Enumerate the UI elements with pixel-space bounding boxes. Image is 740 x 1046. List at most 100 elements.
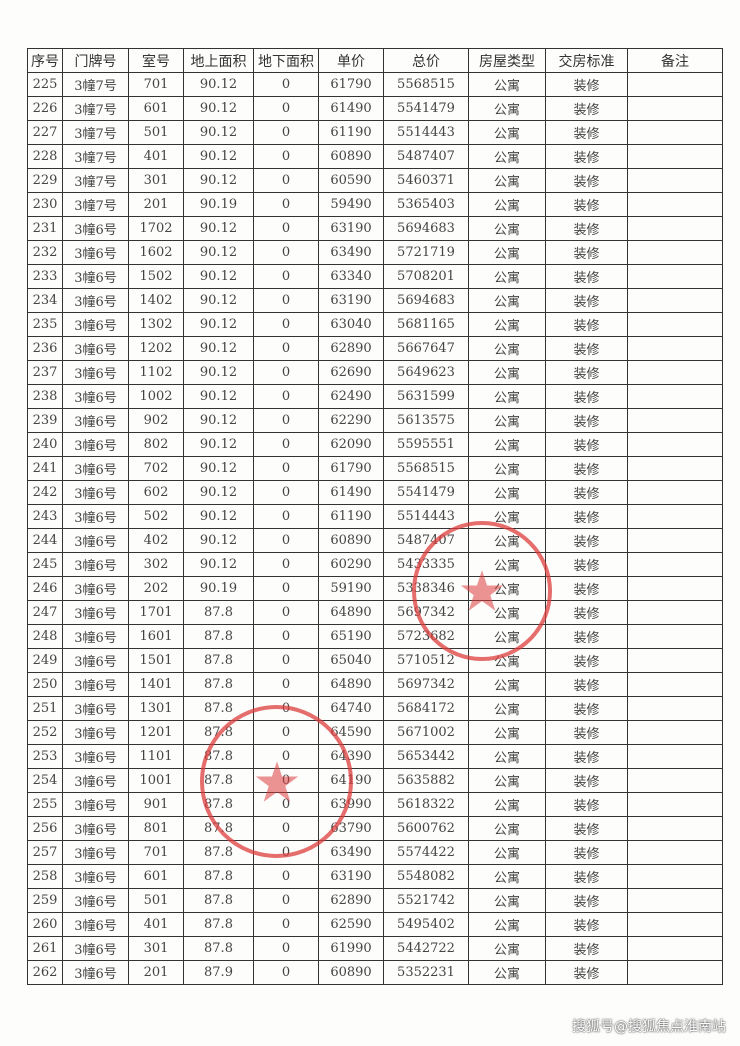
table-cell: 87.8 (183, 600, 254, 625)
table-cell: 5667647 (383, 336, 469, 361)
table-cell: 装修 (545, 144, 628, 169)
table-cell: 62590 (318, 912, 384, 937)
table-cell: 1502 (128, 264, 184, 289)
table-cell (627, 72, 723, 97)
table-cell: 装修 (545, 816, 628, 841)
table-cell (627, 480, 723, 505)
table-row: 225 3幢7号 701 90.12 0 61790 5568515 公寓 装修 (27, 72, 723, 97)
table-cell: 装修 (545, 840, 628, 865)
table-cell: 公寓 (468, 960, 546, 985)
table-cell: 装修 (545, 504, 628, 529)
table-cell: 250 (27, 672, 63, 697)
table-cell: 0 (253, 648, 319, 673)
table-cell: 装修 (545, 768, 628, 793)
table-cell: 63340 (318, 264, 384, 289)
table-cell: 63990 (318, 792, 384, 817)
table-cell: 258 (27, 864, 63, 889)
column-header: 备注 (627, 48, 723, 73)
table-cell: 257 (27, 840, 63, 865)
table-cell: 0 (253, 480, 319, 505)
table-cell: 5521742 (383, 888, 469, 913)
table-cell: 装修 (545, 648, 628, 673)
table-cell: 87.8 (183, 840, 254, 865)
column-header: 交房标准 (545, 48, 628, 73)
table-cell: 0 (253, 528, 319, 553)
table-cell: 3幢6号 (62, 552, 129, 577)
table-cell: 64740 (318, 696, 384, 721)
table-cell (627, 696, 723, 721)
table-cell: 3幢6号 (62, 456, 129, 481)
table-row: 226 3幢7号 601 90.12 0 61490 5541479 公寓 装修 (27, 96, 723, 121)
table-cell: 公寓 (468, 456, 546, 481)
table-row: 248 3幢6号 1601 87.8 0 65190 5723682 公寓 装修 (27, 624, 723, 649)
table-cell: 59190 (318, 576, 384, 601)
table-cell (627, 456, 723, 481)
table-cell: 3幢6号 (62, 384, 129, 409)
table-cell: 0 (253, 936, 319, 961)
table-cell: 244 (27, 528, 63, 553)
table-cell: 装修 (545, 312, 628, 337)
table-cell: 公寓 (468, 792, 546, 817)
table-row: 241 3幢6号 702 90.12 0 61790 5568515 公寓 装修 (27, 456, 723, 481)
table-row: 235 3幢6号 1302 90.12 0 63040 5681165 公寓 装修 (27, 312, 723, 337)
table-cell: 64590 (318, 720, 384, 745)
column-header: 门牌号 (62, 48, 129, 73)
table-cell: 87.9 (183, 960, 254, 985)
table-cell (627, 648, 723, 673)
table-cell: 601 (128, 96, 184, 121)
table-cell: 402 (128, 528, 184, 553)
table-cell: 3幢6号 (62, 936, 129, 961)
table-cell: 装修 (545, 288, 628, 313)
table-cell: 3幢6号 (62, 960, 129, 985)
table-cell (627, 384, 723, 409)
table-cell: 501 (128, 120, 184, 145)
table-cell: 5338346 (383, 576, 469, 601)
table-cell: 1702 (128, 216, 184, 241)
table-cell: 0 (253, 288, 319, 313)
table-cell: 201 (128, 192, 184, 217)
table-cell: 301 (128, 168, 184, 193)
table-row: 249 3幢6号 1501 87.8 0 65040 5710512 公寓 装修 (27, 648, 723, 673)
table-cell: 3幢7号 (62, 192, 129, 217)
table-cell: 90.12 (183, 288, 254, 313)
table-cell: 90.12 (183, 480, 254, 505)
table-cell: 5653442 (383, 744, 469, 769)
table-cell: 1202 (128, 336, 184, 361)
table-cell: 246 (27, 576, 63, 601)
table-cell: 5721719 (383, 240, 469, 265)
table-cell: 1201 (128, 720, 184, 745)
table-cell (627, 504, 723, 529)
table-cell: 3幢6号 (62, 744, 129, 769)
table-cell: 5684172 (383, 696, 469, 721)
table-cell: 1701 (128, 600, 184, 625)
table-cell (627, 360, 723, 385)
table-cell: 3幢6号 (62, 240, 129, 265)
price-list-table: 序号 门牌号 室号 地上面积 地下面积 单价 总价 房屋类型 交房标准 备注 225 3幢7号 701… (27, 48, 723, 985)
table-cell: 0 (253, 624, 319, 649)
table-cell: 0 (253, 744, 319, 769)
table-cell: 5514443 (383, 504, 469, 529)
table-cell: 90.12 (183, 384, 254, 409)
table-row: 261 3幢6号 301 87.8 0 61990 5442722 公寓 装修 (27, 936, 723, 961)
table-cell: 1302 (128, 312, 184, 337)
table-cell: 公寓 (468, 912, 546, 937)
table-cell: 60890 (318, 144, 384, 169)
table-cell: 公寓 (468, 816, 546, 841)
table-cell: 90.12 (183, 96, 254, 121)
table-cell: 0 (253, 384, 319, 409)
table-cell (627, 336, 723, 361)
table-cell: 90.12 (183, 552, 254, 577)
table-cell: 502 (128, 504, 184, 529)
table-cell: 62890 (318, 336, 384, 361)
table-cell: 3幢6号 (62, 912, 129, 937)
table-cell: 3幢6号 (62, 312, 129, 337)
table-cell: 90.12 (183, 120, 254, 145)
table-cell: 63790 (318, 816, 384, 841)
table-cell: 公寓 (468, 72, 546, 97)
table-row: 239 3幢6号 902 90.12 0 62290 5613575 公寓 装修 (27, 408, 723, 433)
table-cell: 装修 (545, 576, 628, 601)
table-cell: 公寓 (468, 744, 546, 769)
table-cell: 公寓 (468, 672, 546, 697)
table-cell: 公寓 (468, 120, 546, 145)
table-cell: 装修 (545, 96, 628, 121)
